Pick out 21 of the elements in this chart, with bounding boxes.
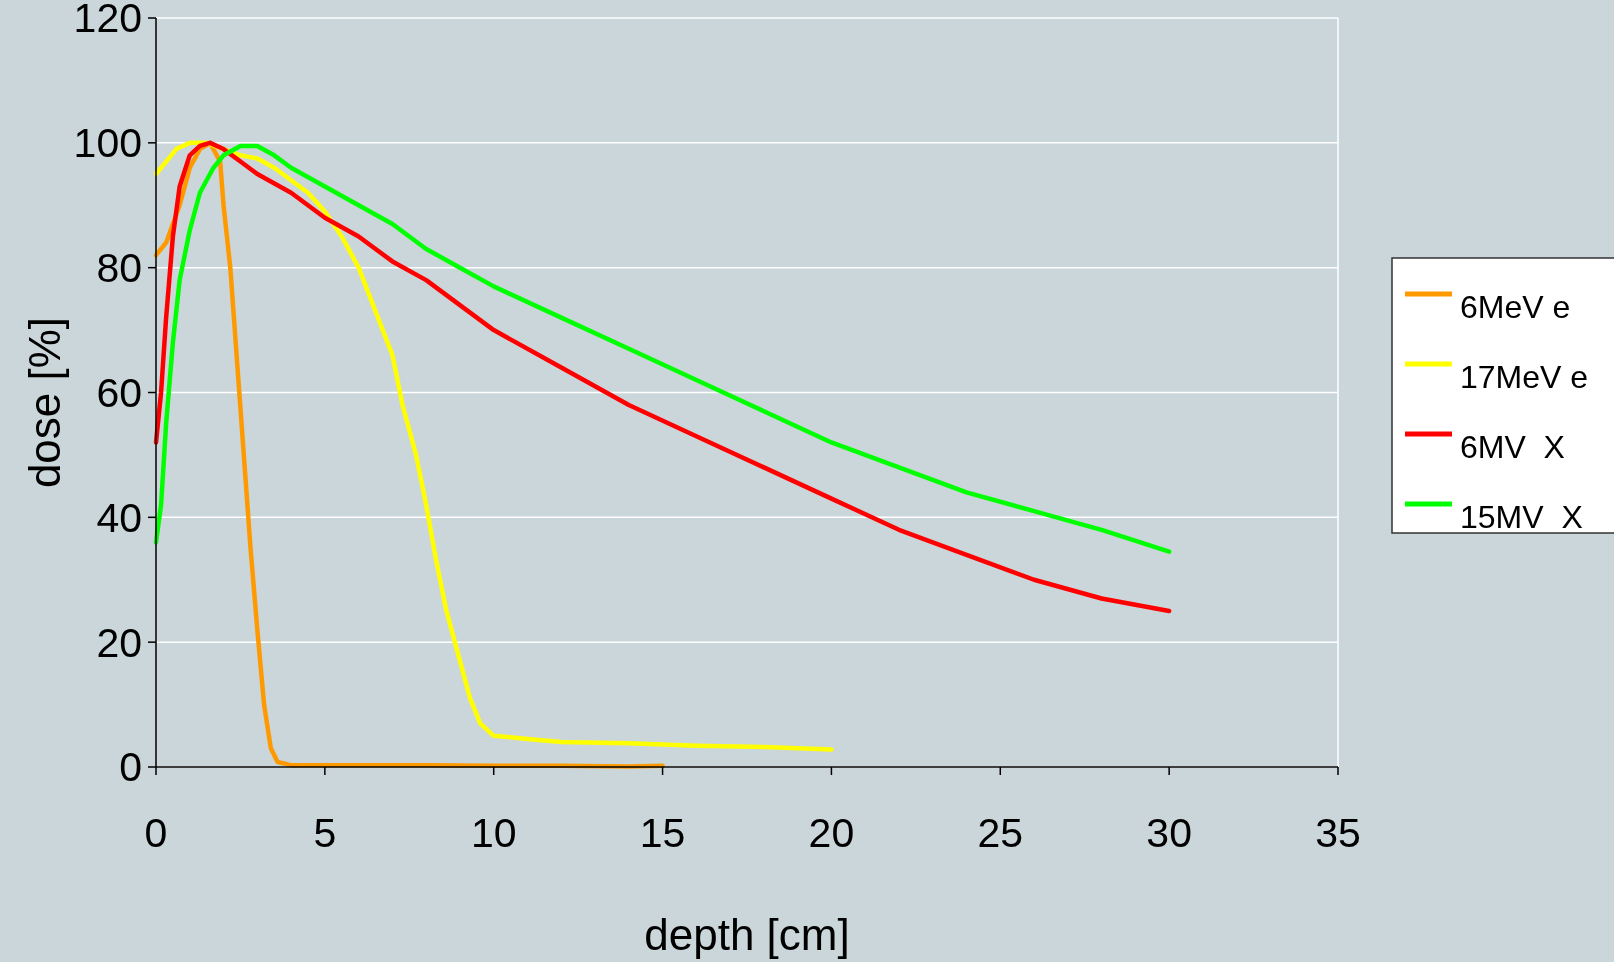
x-tick-label: 5 — [313, 810, 337, 856]
x-tick-label: 10 — [470, 810, 517, 856]
y-tick-label: 40 — [96, 494, 142, 541]
x-tick-label: 15 — [639, 810, 686, 856]
y-tick-label: 120 — [73, 0, 142, 42]
x-axis-title: depth [cm] — [644, 910, 850, 959]
legend-label: 6MV X — [1460, 429, 1565, 465]
x-tick-label: 35 — [1315, 810, 1361, 856]
line-series — [153, 140, 834, 752]
y-tick-label: 60 — [96, 369, 142, 416]
y-tick-label: 100 — [73, 120, 142, 167]
x-tick-label: 20 — [808, 810, 855, 856]
legend-label: 17MeV e — [1460, 359, 1589, 395]
y-tick-label: 20 — [96, 619, 142, 666]
y-tick-label: 80 — [96, 245, 142, 292]
x-tick-label: 25 — [977, 810, 1024, 856]
legend-label: 6MeV e — [1460, 289, 1571, 325]
y-tick-label: 0 — [119, 744, 142, 791]
legend-label: 15MV X — [1460, 499, 1583, 535]
x-tick-label: 30 — [1146, 810, 1192, 856]
y-axis-title: dose [%] — [20, 316, 69, 489]
